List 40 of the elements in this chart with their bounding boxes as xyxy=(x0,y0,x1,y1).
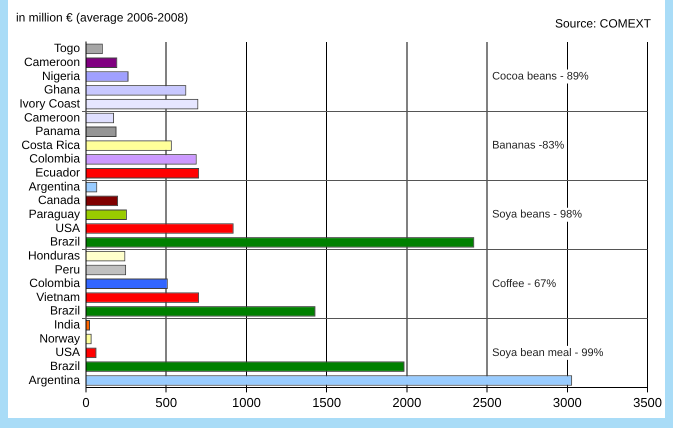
y-tick-label: Panama xyxy=(35,124,80,138)
y-tick-label: Peru xyxy=(54,262,80,276)
x-tick-label: 0 xyxy=(82,394,90,410)
y-tick-label: Brazil xyxy=(50,304,80,318)
annotation: Coffee - 67% xyxy=(492,278,556,290)
y-tick-label: Cameroon xyxy=(24,55,80,70)
annotation: Cocoa beans - 89% xyxy=(492,70,589,83)
y-tick-label: USA xyxy=(55,220,80,235)
annotation: Bananas -83% xyxy=(492,140,564,152)
y-tick-label: Ecuador xyxy=(35,166,80,180)
y-tick-label: Brazil xyxy=(50,358,80,373)
annotation: Soya beans - 98% xyxy=(492,208,582,221)
chart-subtitle: Source: COMEXT xyxy=(554,16,652,30)
y-tick-label: India xyxy=(54,318,80,332)
x-tick-label: 1000 xyxy=(232,394,261,410)
y-tick-label: Argentina xyxy=(28,179,80,194)
y-tick-label: Costa Rica xyxy=(21,138,80,152)
y-tick-label: Togo xyxy=(54,41,80,56)
y-tick-label: Canada xyxy=(38,193,80,208)
y-tick-label: Norway xyxy=(39,331,80,346)
y-tick-label: Colombia xyxy=(29,276,80,290)
chart-title: in million € (average 2006-2008) xyxy=(16,10,188,24)
y-tick-label: Honduras xyxy=(28,248,80,262)
y-tick-label: Paraguay xyxy=(28,207,80,222)
y-tick-label: Ivory Coast xyxy=(19,96,81,110)
y-tick-label: USA xyxy=(55,345,80,360)
x-tick-label: 3000 xyxy=(552,394,582,410)
x-tick-label: 2500 xyxy=(472,394,502,410)
y-tick-label: Argentina xyxy=(28,372,80,387)
y-tick-label: Cameroon xyxy=(24,110,80,124)
annotation: Soya bean meal - 99% xyxy=(492,346,604,359)
x-tick-label: 2000 xyxy=(392,394,422,410)
y-tick-label: Brazil xyxy=(50,234,80,249)
y-tick-label: Colombia xyxy=(29,152,80,166)
x-tick-label: 3500 xyxy=(633,394,662,410)
y-tick-label: Ghana xyxy=(44,82,80,97)
x-tick-label: 1500 xyxy=(312,394,342,410)
x-tick-label: 500 xyxy=(155,394,178,410)
y-tick-label: Vietnam xyxy=(36,290,80,304)
y-tick-label: Nigeria xyxy=(42,68,80,83)
